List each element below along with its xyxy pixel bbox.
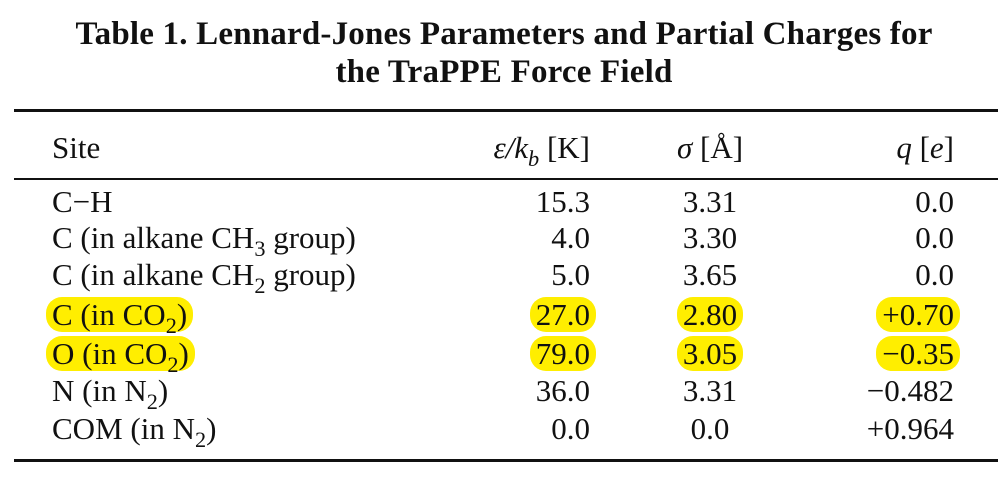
charge-value: 0.0 <box>915 220 954 255</box>
site-cell: C (in CO2) <box>46 297 194 336</box>
site-label: C (in CO2) <box>46 297 194 336</box>
charge-value-cell: +0.70 <box>838 297 960 333</box>
site-cell: C (in alkane CH2 group) <box>52 257 356 296</box>
site-text: C (in CO <box>52 297 166 332</box>
site-text-suffix: ) <box>206 411 217 446</box>
site-cell: COM (in N2) <box>52 411 217 450</box>
site-subscript: 2 <box>146 388 158 414</box>
site-label: C−H <box>52 184 113 219</box>
charge-unit-close: ] <box>943 130 954 165</box>
epsilon-value: 79.0 <box>529 336 596 371</box>
header-sigma: σ [Å] <box>640 130 780 166</box>
table-caption-line-2: the TraPPE Force Field <box>335 54 673 90</box>
charge-value-cell: 0.0 <box>838 184 954 220</box>
charge-value-cell: 0.0 <box>838 220 954 256</box>
epsilon-value-cell: 36.0 <box>470 373 590 409</box>
header-rule <box>14 178 998 180</box>
sigma-value-cell: 2.80 <box>640 297 780 333</box>
site-text-suffix: group) <box>265 220 356 255</box>
epsilon-value: 27.0 <box>529 297 596 332</box>
site-text: C (in alkane CH <box>52 257 255 292</box>
charge-value-cell: −0.482 <box>838 373 954 409</box>
table-caption-line-1: Table 1. Lennard-Jones Parameters and Pa… <box>75 16 933 52</box>
charge-value: −0.482 <box>866 373 954 408</box>
site-text: C (in alkane CH <box>52 220 255 255</box>
site-cell: C (in alkane CH3 group) <box>52 220 356 259</box>
site-label: C (in alkane CH3 group) <box>52 220 356 259</box>
site-subscript: 3 <box>254 235 266 261</box>
sigma-value: 3.31 <box>682 373 738 408</box>
epsilon-value-cell: 27.0 <box>470 297 596 333</box>
sigma-symbol: σ <box>676 130 693 165</box>
site-label: C (in alkane CH2 group) <box>52 257 356 296</box>
charge-value-cell: −0.35 <box>838 336 960 372</box>
site-subscript: 2 <box>165 312 177 338</box>
site-subscript: 2 <box>194 426 207 452</box>
charge-unit-open: [ <box>911 130 930 165</box>
site-label: N (in N2) <box>52 373 169 412</box>
sigma-value: 3.65 <box>682 257 738 292</box>
charge-unit-e: e <box>929 130 944 165</box>
charge-value-cell: 0.0 <box>838 257 954 293</box>
charge-symbol: q <box>896 130 912 165</box>
bottom-rule <box>14 459 998 462</box>
top-rule <box>14 109 998 112</box>
sigma-value-cell: 3.31 <box>640 184 780 220</box>
sigma-value-cell: 3.30 <box>640 220 780 256</box>
site-label: O (in CO2) <box>46 336 195 375</box>
sigma-value-cell: 3.31 <box>640 373 780 409</box>
site-subscript: 2 <box>254 272 266 298</box>
sigma-value: 0.0 <box>690 411 730 446</box>
sigma-value: 3.30 <box>682 220 738 255</box>
charge-value: 0.0 <box>915 184 954 219</box>
site-text: COM (in N <box>52 411 195 446</box>
charge-value-cell: +0.964 <box>838 411 954 447</box>
charge-value: +0.964 <box>866 411 954 446</box>
site-label: COM (in N2) <box>52 411 217 450</box>
epsilon-symbol: ε/k <box>493 130 529 165</box>
epsilon-value-cell: 4.0 <box>470 220 590 256</box>
site-text-suffix: ) <box>176 297 188 332</box>
site-text-suffix: group) <box>265 257 356 292</box>
epsilon-unit: [K] <box>539 130 590 165</box>
site-text: O (in CO <box>52 336 168 371</box>
epsilon-value-cell: 79.0 <box>470 336 596 372</box>
site-text-suffix: ) <box>157 373 169 408</box>
site-text-suffix: ) <box>178 336 189 371</box>
epsilon-value: 36.0 <box>535 373 590 408</box>
header-epsilon: ε/kb [K] <box>470 130 590 169</box>
epsilon-value: 15.3 <box>535 184 590 219</box>
epsilon-value-cell: 15.3 <box>470 184 590 220</box>
epsilon-value: 4.0 <box>551 220 590 255</box>
sigma-unit: [Å] <box>692 130 744 165</box>
sigma-value-cell: 3.65 <box>640 257 780 293</box>
site-cell: O (in CO2) <box>46 336 195 375</box>
epsilon-value: 5.0 <box>551 257 590 292</box>
site-text: N (in N <box>52 373 147 408</box>
site-cell: C−H <box>52 184 113 220</box>
charge-value: +0.70 <box>876 297 960 332</box>
sigma-value: 2.80 <box>676 297 744 332</box>
sigma-value-cell: 0.0 <box>640 411 780 447</box>
epsilon-subscript: b <box>528 145 540 171</box>
header-charge: q [e] <box>838 130 954 166</box>
epsilon-value-cell: 0.0 <box>470 411 590 447</box>
epsilon-value-cell: 5.0 <box>470 257 590 293</box>
sigma-value: 3.05 <box>676 336 744 371</box>
sigma-value-cell: 3.05 <box>640 336 780 372</box>
epsilon-value: 0.0 <box>551 411 590 446</box>
sigma-value: 3.31 <box>682 184 738 219</box>
site-cell: N (in N2) <box>52 373 169 412</box>
header-site: Site <box>52 130 101 165</box>
site-subscript: 2 <box>167 351 179 377</box>
charge-value: −0.35 <box>876 336 960 371</box>
charge-value: 0.0 <box>915 257 954 292</box>
